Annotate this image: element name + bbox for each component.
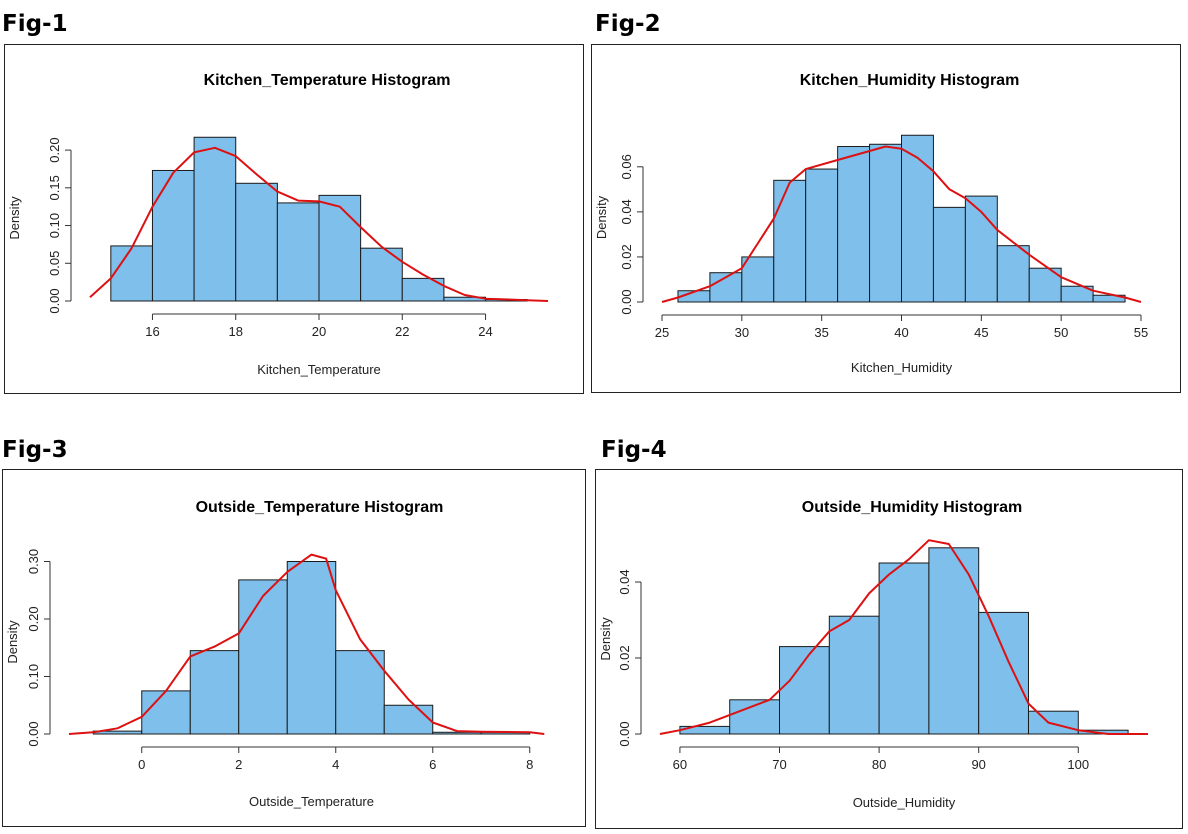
histogram-bar [238,579,288,735]
density-curve [68,553,545,735]
x-tick-label: 22 [395,324,409,339]
histogram-bar [869,143,903,303]
x-tick-label: 20 [312,324,326,339]
chart-title: Kitchen_Temperature Histogram [204,72,451,89]
chart-panel-1: Kitchen_Temperature Histogram 16 18 20 22 24 0… [4,44,584,394]
histogram-bar [189,650,240,735]
chart-2: Kitchen_Humidity Histogram 25 30 35 40 45 50 55… [594,72,1148,375]
x-tick-label: 4 [332,757,339,772]
y-tick-label: 0.05 [47,251,62,276]
x-tick-label: 80 [872,757,886,772]
x-tick-label: 60 [673,757,687,772]
histogram-bar [335,650,385,735]
fig-label-2: Fig-2 [595,11,661,37]
histogram-bar [235,182,278,302]
y-axis-label: Density [594,195,609,239]
histogram-bar [193,136,237,302]
x-tick-label: 16 [145,324,159,339]
y-axis-label: Density [598,617,613,661]
y-tick-label: 0.00 [26,721,41,746]
histogram-bar [401,277,445,302]
x-tick-label: 55 [1134,325,1148,340]
histogram-bar [837,146,871,303]
histogram-bar [932,206,966,303]
x-tick-label: 35 [814,325,828,340]
chart-1: Kitchen_Temperature Histogram 16 18 20 22 24 0… [7,72,549,377]
x-tick-label: 30 [735,325,749,340]
fig-label-1: Fig-1 [2,11,68,37]
histogram-bar [1027,710,1079,735]
y-tick-label: 0.30 [26,549,41,574]
x-tick-label: 18 [228,324,242,339]
y-tick-label: 0.20 [47,137,62,162]
chart-title: Outside_Temperature Histogram [196,499,444,516]
histogram-bar [773,179,807,303]
y-tick-label: 0.02 [617,645,632,670]
y-tick-label: 0.20 [26,606,41,631]
histogram-bar [1060,285,1094,303]
histogram-bar [151,169,195,302]
y-tick-label: 0.04 [619,199,634,224]
x-tick-label: 0 [138,757,145,772]
x-tick-label: 25 [655,325,669,340]
density-curve [89,146,549,302]
density-curve [659,539,1148,735]
chart-panel-4: Outside_Humidity Histogram 60 70 80 90 100 0.0… [595,469,1183,829]
x-tick-label: 40 [894,325,908,340]
histogram-bar [141,690,191,735]
x-tick-label: 70 [772,757,786,772]
y-tick-label: 0.00 [47,288,62,313]
x-axis-label: Outside_Humidity [853,795,956,810]
y-tick-label: 0.10 [26,664,41,689]
histogram-bar [928,547,980,735]
y-tick-label: 0.04 [617,569,632,594]
histogram-bar [110,245,153,302]
fig-label-3: Fig-3 [2,437,68,463]
y-axis-label: Density [5,620,20,664]
x-tick-label: 45 [974,325,988,340]
histogram-bar [1092,294,1126,303]
x-tick-label: 90 [971,757,985,772]
chart-3: Outside_Temperature Histogram 0 2 4 6 8 0.00 0.… [5,499,545,809]
histogram-bar [964,195,998,303]
histogram-bar [828,615,880,735]
x-tick-label: 100 [1067,757,1089,772]
chart-title: Outside_Humidity Histogram [802,499,1022,516]
x-axis-label: Kitchen_Humidity [851,360,953,375]
x-axis-label: Kitchen_Temperature [257,362,381,377]
x-axis-label: Outside_Temperature [249,794,374,809]
y-tick-label: 0.02 [619,244,634,269]
y-tick-label: 0.00 [619,289,634,314]
histogram-bar [286,561,337,735]
y-axis-label: Density [7,196,22,240]
chart-title: Kitchen_Humidity Histogram [800,72,1020,89]
x-tick-label: 50 [1054,325,1068,340]
density-curve [661,145,1142,303]
chart-panel-2: Kitchen_Humidity Histogram 25 30 35 40 45 50 55… [591,44,1181,393]
x-tick-label: 6 [429,757,436,772]
histogram-bar [318,194,362,302]
x-tick-label: 24 [478,324,492,339]
histogram-bar [901,134,934,303]
histogram-bar [805,168,839,303]
histogram-bar [276,202,320,302]
y-tick-label: 0.00 [617,721,632,746]
histogram-bar [432,731,482,735]
histogram-bar [383,704,434,735]
y-tick-label: 0.10 [47,213,62,238]
y-tick-label: 0.15 [47,175,62,200]
chart-panel-3: Outside_Temperature Histogram 0 2 4 6 8 0.00 0.… [2,469,586,827]
chart-4: Outside_Humidity Histogram 60 70 80 90 100 0.0… [598,499,1148,810]
fig-label-4: Fig-4 [601,437,667,463]
histogram-bar [741,256,775,303]
histogram-bar [878,562,930,735]
histogram-bar [978,611,1029,735]
histogram-bar [996,245,1030,303]
y-tick-label: 0.06 [619,154,634,179]
x-tick-label: 2 [235,757,242,772]
x-tick-label: 8 [526,757,533,772]
